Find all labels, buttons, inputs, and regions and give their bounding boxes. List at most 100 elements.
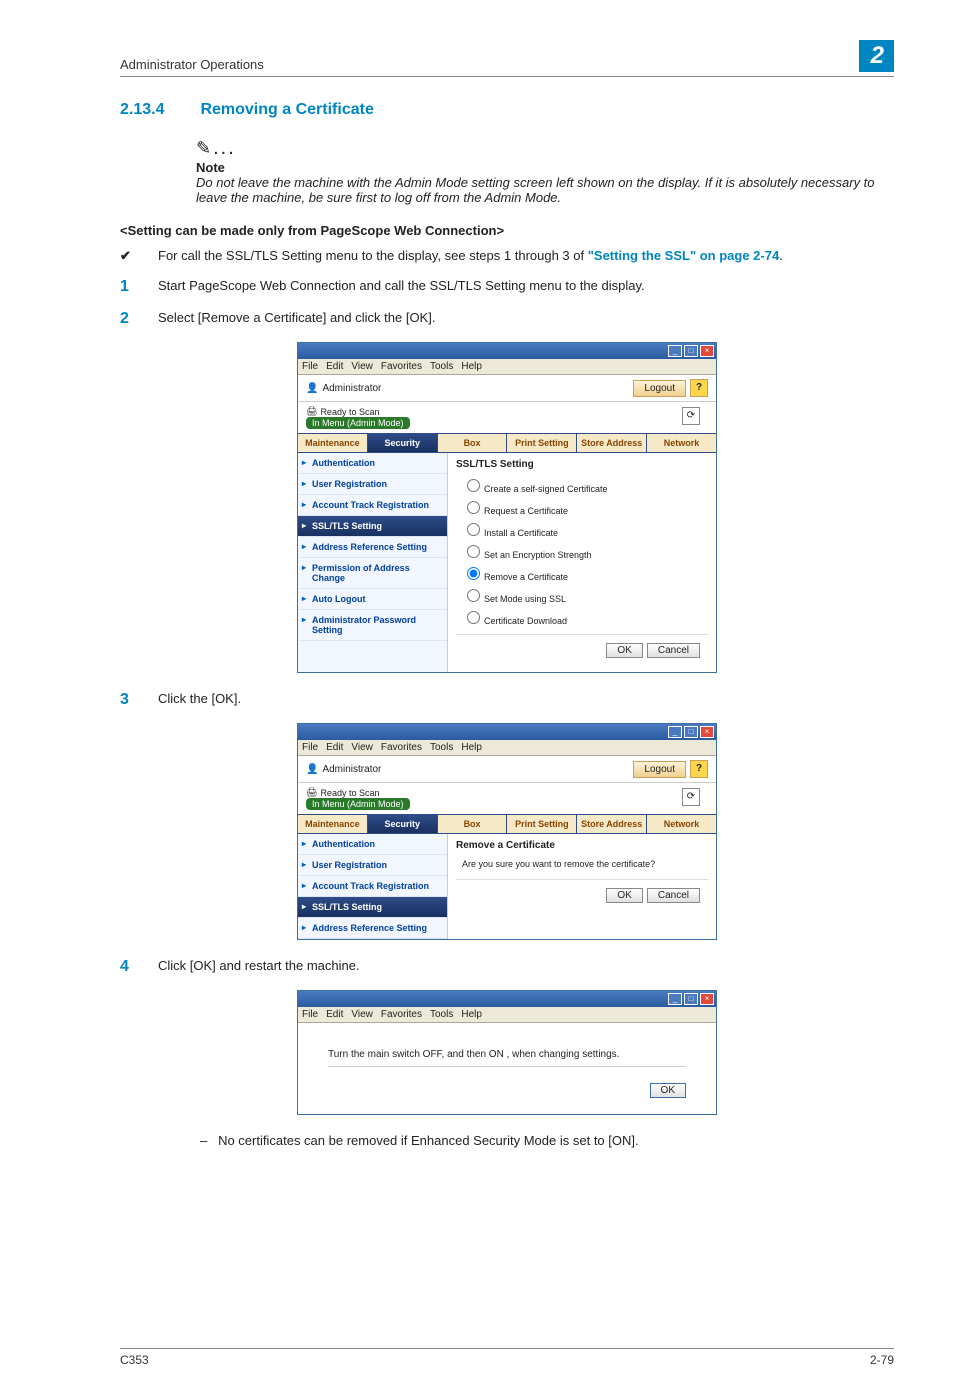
sidebar-item-admin-password[interactable]: Administrator Password Setting: [298, 610, 447, 641]
help-button[interactable]: ?: [690, 379, 708, 397]
menu-edit[interactable]: Edit: [326, 1009, 343, 1020]
xref-link[interactable]: "Setting the SSL" on page 2-74: [588, 248, 779, 263]
menu-tools[interactable]: Tools: [430, 1009, 453, 1020]
menu-file[interactable]: File: [302, 1009, 318, 1020]
cancel-button[interactable]: Cancel: [647, 643, 700, 658]
sidebar-item-address-reference[interactable]: Address Reference Setting: [298, 918, 447, 939]
confirm-message: Are you sure you want to remove the cert…: [456, 855, 708, 873]
menu-help[interactable]: Help: [461, 361, 482, 372]
menu-view[interactable]: View: [351, 361, 373, 372]
menu-edit[interactable]: Edit: [326, 742, 343, 753]
security-sidebar: Authentication User Registration Account…: [298, 453, 448, 672]
admin-label: 👤 Administrator: [306, 383, 381, 394]
minimize-icon[interactable]: _: [668, 345, 682, 357]
maximize-icon[interactable]: □: [684, 345, 698, 357]
cancel-button[interactable]: Cancel: [647, 888, 700, 903]
sidebar-item-address-reference[interactable]: Address Reference Setting: [298, 537, 447, 558]
tab-store-address[interactable]: Store Address: [577, 434, 647, 452]
ok-button[interactable]: OK: [606, 643, 642, 658]
logout-button[interactable]: Logout: [633, 761, 686, 778]
radio-set-mode-ssl[interactable]: [467, 589, 480, 602]
radio-request-cert[interactable]: [467, 501, 480, 514]
tab-network[interactable]: Network: [647, 434, 716, 452]
refresh-button[interactable]: ⟳: [682, 788, 700, 806]
sidebar-item-auto-logout[interactable]: Auto Logout: [298, 589, 447, 610]
menu-tools[interactable]: Tools: [430, 361, 453, 372]
prerequisite-line: ✔ For call the SSL/TLS Setting menu to t…: [120, 248, 894, 264]
header-title: Administrator Operations: [120, 57, 264, 72]
refresh-button[interactable]: ⟳: [682, 407, 700, 425]
tab-print-setting[interactable]: Print Setting: [507, 815, 577, 833]
menu-edit[interactable]: Edit: [326, 361, 343, 372]
radio-cert-download[interactable]: [467, 611, 480, 624]
mode-badge: In Menu (Admin Mode): [306, 798, 410, 810]
tab-box[interactable]: Box: [438, 434, 508, 452]
menu-favorites[interactable]: Favorites: [381, 742, 422, 753]
sidebar-item-permission-address[interactable]: Permission of Address Change: [298, 558, 447, 589]
sidebar-item-authentication[interactable]: Authentication: [298, 453, 447, 474]
step-4: 4 Click [OK] and restart the machine.: [120, 958, 894, 976]
sidebar-item-account-track[interactable]: Account Track Registration: [298, 876, 447, 897]
tab-print-setting[interactable]: Print Setting: [507, 434, 577, 452]
radio-remove-cert[interactable]: [467, 567, 480, 580]
note-block: ✎... Note Do not leave the machine with …: [196, 137, 894, 205]
tab-bar: Maintenance Security Box Print Setting S…: [298, 814, 716, 834]
browser-menubar: File Edit View Favorites Tools Help: [298, 359, 716, 375]
tab-security[interactable]: Security: [368, 815, 438, 833]
menu-file[interactable]: File: [302, 742, 318, 753]
menu-favorites[interactable]: Favorites: [381, 361, 422, 372]
admin-icon: 👤: [306, 383, 318, 394]
window-titlebar: _ □ ×: [298, 991, 716, 1007]
menu-help[interactable]: Help: [461, 1009, 482, 1020]
mode-badge: In Menu (Admin Mode): [306, 417, 410, 429]
ok-button[interactable]: OK: [606, 888, 642, 903]
close-icon[interactable]: ×: [700, 726, 714, 738]
minimize-icon[interactable]: _: [668, 726, 682, 738]
screenshot-ssl-setting: _ □ × File Edit View Favorites Tools Hel…: [297, 342, 717, 673]
menu-tools[interactable]: Tools: [430, 742, 453, 753]
content-title: SSL/TLS Setting: [456, 459, 708, 470]
tab-maintenance[interactable]: Maintenance: [298, 815, 368, 833]
menu-file[interactable]: File: [302, 361, 318, 372]
sidebar-item-authentication[interactable]: Authentication: [298, 834, 447, 855]
printer-icon: 🖨: [306, 787, 317, 798]
browser-menubar: File Edit View Favorites Tools Help: [298, 740, 716, 756]
tab-network[interactable]: Network: [647, 815, 716, 833]
close-icon[interactable]: ×: [700, 993, 714, 1005]
maximize-icon[interactable]: □: [684, 993, 698, 1005]
sidebar-item-ssl-tls[interactable]: SSL/TLS Setting: [298, 897, 447, 918]
note-bullet: – No certificates can be removed if Enha…: [200, 1133, 894, 1148]
close-icon[interactable]: ×: [700, 345, 714, 357]
printer-icon: 🖨: [306, 406, 317, 417]
tab-security[interactable]: Security: [368, 434, 438, 452]
check-icon: ✔: [120, 248, 140, 264]
chapter-badge: 2: [859, 40, 894, 72]
menu-favorites[interactable]: Favorites: [381, 1009, 422, 1020]
radio-install-cert[interactable]: [467, 523, 480, 536]
sidebar-item-user-registration[interactable]: User Registration: [298, 474, 447, 495]
tab-bar: Maintenance Security Box Print Setting S…: [298, 433, 716, 453]
section-heading: 2.13.4 Removing a Certificate: [120, 101, 894, 119]
window-titlebar: _ □ ×: [298, 724, 716, 740]
minimize-icon[interactable]: _: [668, 993, 682, 1005]
maximize-icon[interactable]: □: [684, 726, 698, 738]
sidebar-item-user-registration[interactable]: User Registration: [298, 855, 447, 876]
logout-button[interactable]: Logout: [633, 380, 686, 397]
running-header: Administrator Operations 2: [120, 40, 894, 77]
tab-maintenance[interactable]: Maintenance: [298, 434, 368, 452]
radio-encryption-strength[interactable]: [467, 545, 480, 558]
step-3: 3 Click the [OK].: [120, 691, 894, 709]
pencil-icon: ✎: [196, 138, 211, 158]
subheading: <Setting can be made only from PageScope…: [120, 223, 894, 238]
menu-view[interactable]: View: [351, 1009, 373, 1020]
ok-button[interactable]: OK: [650, 1083, 686, 1098]
tab-store-address[interactable]: Store Address: [577, 815, 647, 833]
sidebar-item-ssl-tls[interactable]: SSL/TLS Setting: [298, 516, 447, 537]
menu-help[interactable]: Help: [461, 742, 482, 753]
radio-create-cert[interactable]: [467, 479, 480, 492]
tab-box[interactable]: Box: [438, 815, 508, 833]
sidebar-item-account-track[interactable]: Account Track Registration: [298, 495, 447, 516]
note-label: Note: [196, 160, 894, 175]
menu-view[interactable]: View: [351, 742, 373, 753]
help-button[interactable]: ?: [690, 760, 708, 778]
